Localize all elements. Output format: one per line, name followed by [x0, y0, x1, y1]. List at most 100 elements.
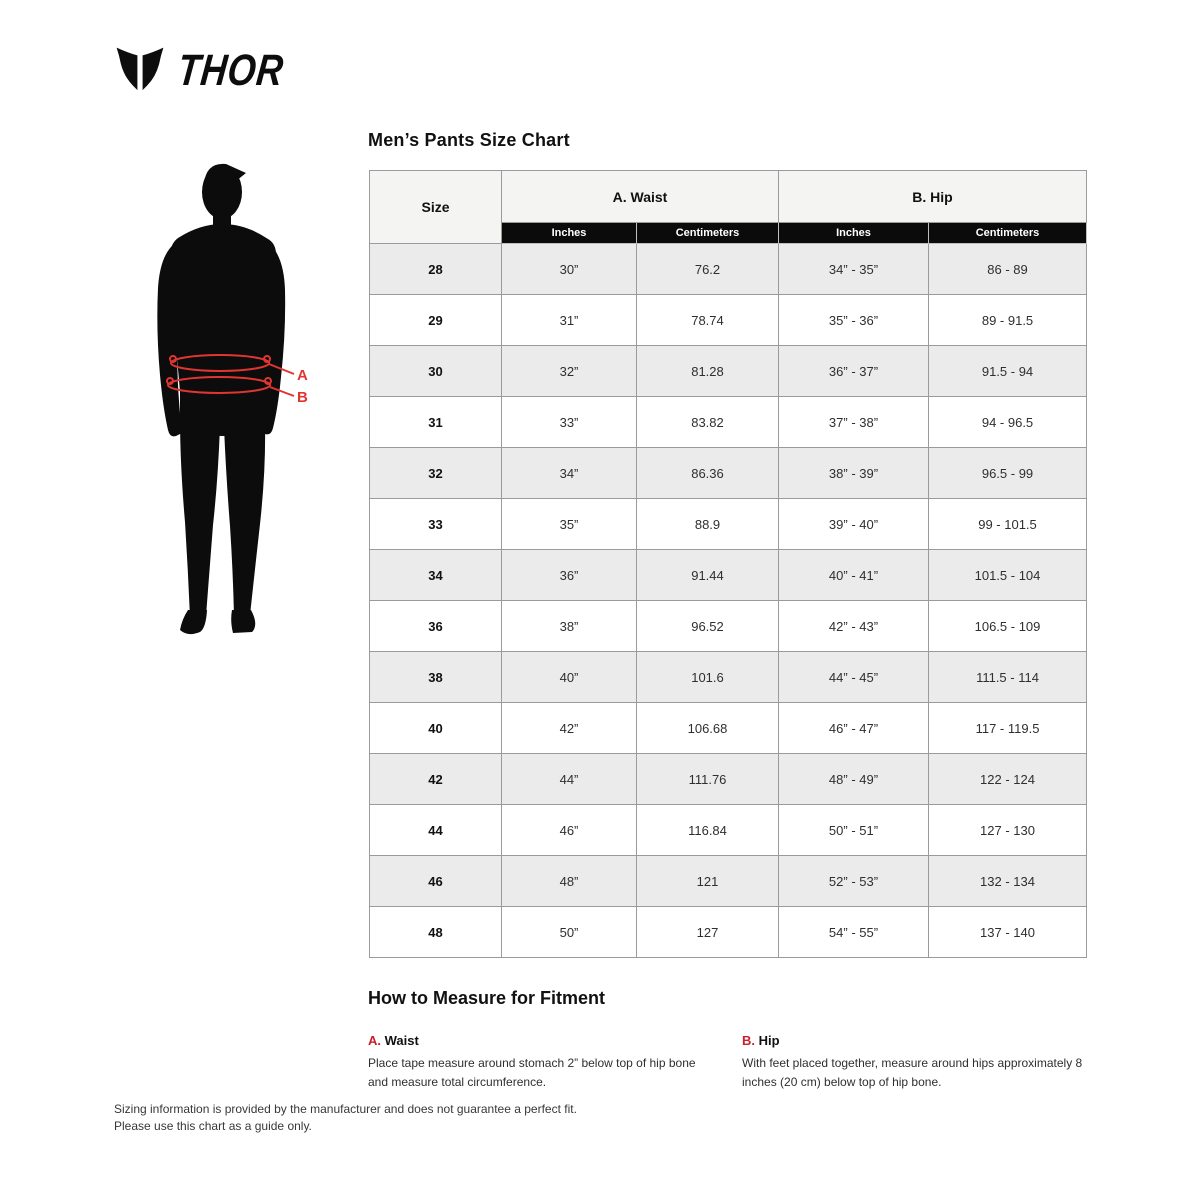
size-cell: 34 — [369, 549, 502, 601]
value-cell: 101.5 - 104 — [927, 549, 1088, 601]
thor-horns-icon — [116, 47, 164, 91]
col-header-size: Size — [369, 170, 502, 244]
table-row: 46 48” 121 52” - 53” 132 - 134 — [369, 855, 1088, 907]
male-silhouette-figure: A B — [130, 140, 350, 660]
disclaimer-text: Sizing information is provided by the ma… — [114, 1101, 577, 1136]
size-cell: 29 — [369, 294, 502, 346]
size-table-body: 28 30” 76.2 34” - 35” 86 - 89 29 31” 78.74 35” -… — [369, 243, 1088, 958]
measure-hip-text: With feet placed together, measure aroun… — [742, 1056, 1083, 1089]
value-cell: 96.52 — [636, 600, 779, 652]
measure-hip-letter: B. — [742, 1033, 755, 1048]
table-row: 34 36” 91.44 40” - 41” 101.5 - 104 — [369, 549, 1088, 601]
value-cell: 111.76 — [636, 753, 779, 805]
thor-wordmark: THOR — [175, 46, 287, 95]
value-cell: 40” - 41” — [778, 549, 929, 601]
body-silhouette — [157, 163, 286, 635]
value-cell: 91.5 - 94 — [927, 345, 1088, 397]
waist-measure-line — [169, 354, 295, 375]
figure-label-b: B — [297, 389, 308, 406]
hip-measure-line — [166, 376, 295, 397]
value-cell: 40” — [501, 651, 637, 703]
value-cell: 32” — [501, 345, 637, 397]
value-cell: 50” - 51” — [778, 804, 929, 856]
disclaimer-line-1: Sizing information is provided by the ma… — [114, 1102, 577, 1116]
value-cell: 42” - 43” — [778, 600, 929, 652]
table-sub-header-row: Inches Centimeters Inches Centimeters — [370, 222, 1088, 244]
table-row: 36 38” 96.52 42” - 43” 106.5 - 109 — [369, 600, 1088, 652]
how-to-measure-title: How to Measure for Fitment — [368, 988, 606, 1008]
how-to-measure-section: How to Measure for Fitment A. Waist Plac… — [368, 988, 1086, 1091]
col-header-waist: A. Waist — [501, 170, 779, 223]
table-group-header-row: Size A. Waist B. Hip — [369, 170, 1088, 244]
value-cell: 81.28 — [636, 345, 779, 397]
sub-header-waist-centimeters: Centimeters — [636, 222, 779, 244]
measure-waist-heading: A. Waist — [368, 1033, 742, 1048]
size-cell: 40 — [369, 702, 502, 754]
value-cell: 46” - 47” — [778, 702, 929, 754]
value-cell: 106.68 — [636, 702, 779, 754]
table-row: 29 31” 78.74 35” - 36” 89 - 91.5 — [369, 294, 1088, 346]
value-cell: 50” — [501, 906, 637, 958]
col-header-hip: B. Hip — [777, 170, 1088, 223]
value-cell: 34” — [501, 447, 637, 499]
value-cell: 44” - 45” — [778, 651, 929, 703]
measure-hip-block: B. Hip With feet placed together, measur… — [742, 1033, 1086, 1091]
table-row: 30 32” 81.28 36” - 37” 91.5 - 94 — [369, 345, 1088, 397]
size-cell: 30 — [369, 345, 502, 397]
table-row: 40 42” 106.68 46” - 47” 117 - 119.5 — [369, 702, 1088, 754]
table-row: 33 35” 88.9 39” - 40” 99 - 101.5 — [369, 498, 1088, 550]
value-cell: 48” — [501, 855, 637, 907]
value-cell: 46” — [501, 804, 637, 856]
value-cell: 38” — [501, 600, 637, 652]
size-chart-table: Size A. Waist B. Hip Inches Centimeters … — [369, 170, 1088, 958]
table-row: 38 40” 101.6 44” - 45” 111.5 - 114 — [369, 651, 1088, 703]
size-cell: 42 — [369, 753, 502, 805]
value-cell: 78.74 — [636, 294, 779, 346]
value-cell: 35” - 36” — [778, 294, 929, 346]
value-cell: 111.5 - 114 — [927, 651, 1088, 703]
value-cell: 96.5 - 99 — [927, 447, 1088, 499]
value-cell: 30” — [501, 243, 637, 295]
size-cell: 31 — [369, 396, 502, 448]
value-cell: 48” - 49” — [778, 753, 929, 805]
value-cell: 127 — [636, 906, 779, 958]
sub-header-hip-centimeters: Centimeters — [927, 222, 1088, 244]
value-cell: 94 - 96.5 — [927, 396, 1088, 448]
size-cell: 28 — [369, 243, 502, 295]
measure-hip-name: Hip — [758, 1033, 780, 1048]
measure-waist-letter: A. — [368, 1033, 381, 1048]
measure-waist-block: A. Waist Place tape measure around stoma… — [368, 1033, 742, 1091]
measure-waist-text: Place tape measure around stomach 2” bel… — [368, 1056, 696, 1089]
value-cell: 117 - 119.5 — [927, 702, 1088, 754]
table-row: 48 50” 127 54” - 55” 137 - 140 — [369, 906, 1088, 958]
size-cell: 44 — [369, 804, 502, 856]
size-cell: 48 — [369, 906, 502, 958]
value-cell: 132 - 134 — [927, 855, 1088, 907]
value-cell: 39” - 40” — [778, 498, 929, 550]
value-cell: 76.2 — [636, 243, 779, 295]
value-cell: 86.36 — [636, 447, 779, 499]
table-row: 44 46” 116.84 50” - 51” 127 - 130 — [369, 804, 1088, 856]
sub-header-waist-inches: Inches — [501, 222, 637, 244]
value-cell: 31” — [501, 294, 637, 346]
figure-label-a: A — [297, 367, 308, 384]
size-cell: 36 — [369, 600, 502, 652]
table-row: 28 30” 76.2 34” - 35” 86 - 89 — [369, 243, 1088, 295]
value-cell: 88.9 — [636, 498, 779, 550]
value-cell: 37” - 38” — [778, 396, 929, 448]
measure-hip-heading: B. Hip — [742, 1033, 1086, 1048]
value-cell: 121 — [636, 855, 779, 907]
value-cell: 38” - 39” — [778, 447, 929, 499]
sub-header-hip-inches: Inches — [778, 222, 929, 244]
value-cell: 36” - 37” — [778, 345, 929, 397]
value-cell: 101.6 — [636, 651, 779, 703]
table-row: 32 34” 86.36 38” - 39” 96.5 - 99 — [369, 447, 1088, 499]
value-cell: 44” — [501, 753, 637, 805]
size-cell: 32 — [369, 447, 502, 499]
size-cell: 46 — [369, 855, 502, 907]
value-cell: 52” - 53” — [778, 855, 929, 907]
disclaimer-line-2: Please use this chart as a guide only. — [114, 1119, 312, 1134]
size-cell: 38 — [369, 651, 502, 703]
value-cell: 83.82 — [636, 396, 779, 448]
value-cell: 99 - 101.5 — [927, 498, 1088, 550]
